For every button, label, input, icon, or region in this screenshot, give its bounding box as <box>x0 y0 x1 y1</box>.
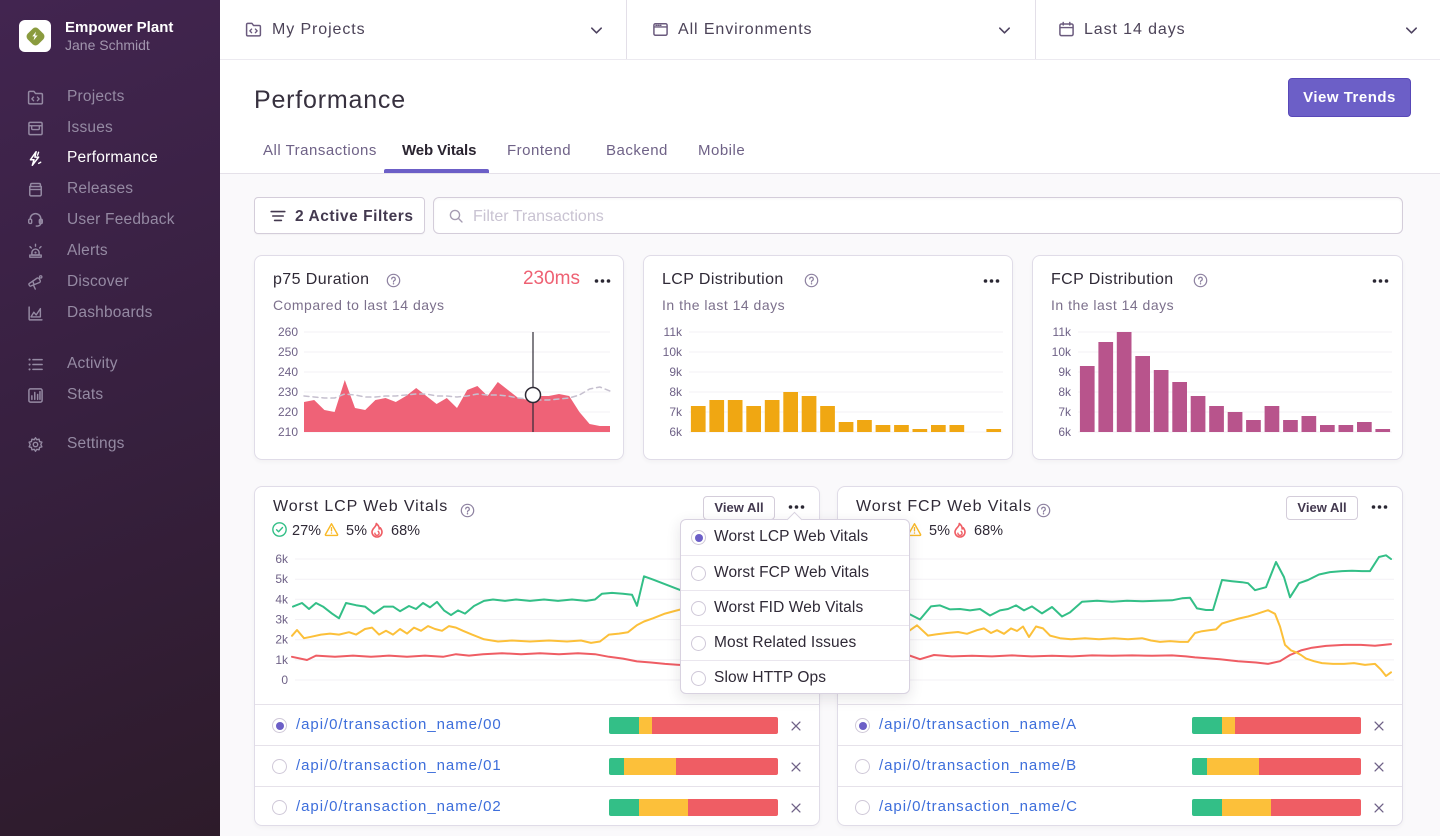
svg-text:230: 230 <box>278 385 298 399</box>
svg-text:5k: 5k <box>275 572 289 586</box>
svg-text:9k: 9k <box>1058 365 1072 379</box>
svg-text:250: 250 <box>278 345 298 359</box>
svg-text:0: 0 <box>281 673 288 687</box>
svg-text:240: 240 <box>278 365 298 379</box>
svg-text:10k: 10k <box>663 345 683 359</box>
svg-text:260: 260 <box>278 325 298 339</box>
svg-text:6k: 6k <box>669 425 683 439</box>
svg-text:3k: 3k <box>275 613 289 627</box>
svg-text:11k: 11k <box>664 325 683 339</box>
svg-text:220: 220 <box>278 405 298 419</box>
svg-text:1k: 1k <box>275 653 289 667</box>
svg-text:4k: 4k <box>275 592 289 606</box>
svg-text:210: 210 <box>278 425 298 439</box>
svg-text:2k: 2k <box>275 633 289 647</box>
svg-text:8k: 8k <box>1058 385 1072 399</box>
svg-text:7k: 7k <box>669 405 683 419</box>
svg-text:9k: 9k <box>669 365 683 379</box>
svg-text:8k: 8k <box>669 385 683 399</box>
svg-text:7k: 7k <box>1058 405 1072 419</box>
svg-text:11k: 11k <box>1053 325 1072 339</box>
svg-text:6k: 6k <box>275 552 289 566</box>
svg-text:10k: 10k <box>1052 345 1072 359</box>
svg-text:6k: 6k <box>1058 425 1072 439</box>
